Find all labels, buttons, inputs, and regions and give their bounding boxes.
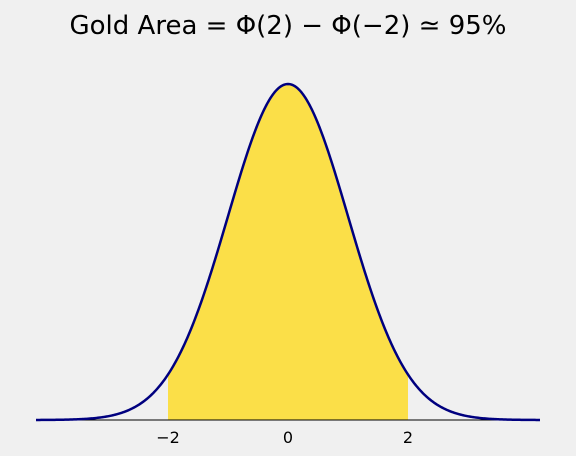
x-tick-label: 2	[403, 428, 413, 447]
density-curve	[36, 82, 540, 422]
x-tick-label: −2	[156, 428, 180, 447]
shaded-area	[168, 84, 408, 420]
x-tick-label: 0	[283, 428, 293, 447]
chart-title: Gold Area = Φ(2) − Φ(−2) ≃ 95%	[70, 11, 507, 41]
plot-area: −2 0 2	[36, 82, 540, 447]
